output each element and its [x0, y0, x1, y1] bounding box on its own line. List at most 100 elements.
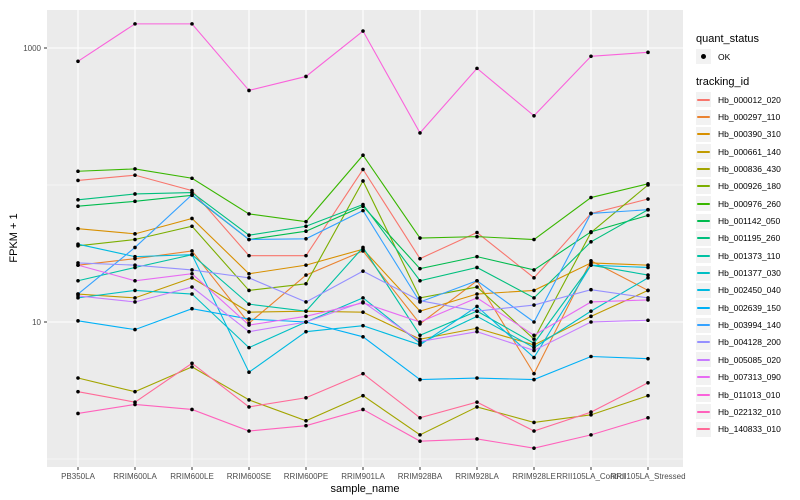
legend-item: Hb_000836_430 [696, 160, 800, 177]
data-point [589, 263, 593, 267]
legend-key-box [696, 144, 711, 160]
data-point [646, 318, 650, 323]
data-point [133, 296, 137, 300]
data-point [646, 276, 650, 280]
data-point [532, 333, 536, 338]
data-point [361, 153, 365, 158]
legend-item: Hb_022132_010 [696, 403, 800, 420]
legend-key-box [696, 92, 711, 108]
data-point [133, 167, 137, 171]
data-point [133, 300, 137, 304]
x-tick-label: RRIM600PE [284, 472, 328, 481]
y-axis-title: FPKM + 1 [8, 213, 20, 263]
x-tick-label: RRII105LA_Stressed [610, 472, 685, 481]
data-point [589, 300, 593, 304]
legend-item-label: Hb_022132_010 [718, 406, 781, 417]
legend-key-line [697, 306, 710, 309]
data-point [475, 296, 479, 300]
data-point [418, 266, 422, 271]
legend-key-box [696, 352, 711, 368]
legend-key-line [697, 324, 710, 327]
legend-key-box [696, 265, 711, 281]
y-tick-label: 10 [32, 318, 41, 327]
legend-key-line [697, 393, 710, 396]
data-point [532, 320, 536, 324]
legend-key-line [697, 272, 710, 275]
legend-key-line [697, 116, 710, 119]
data-point [646, 50, 650, 55]
data-point [532, 377, 536, 382]
data-point [646, 182, 650, 186]
data-point [304, 263, 308, 267]
data-point [589, 287, 593, 292]
data-point [190, 292, 194, 296]
data-point [532, 296, 536, 300]
legend-item: Hb_140833_010 [696, 421, 800, 438]
legend-key-line [697, 428, 710, 431]
data-point [76, 242, 80, 246]
legend-key-box [696, 230, 711, 246]
legend-item-label: Hb_000836_430 [718, 164, 781, 175]
data-point [247, 310, 251, 314]
data-point [418, 339, 422, 344]
data-point [418, 298, 422, 303]
data-point [361, 269, 365, 273]
data-point [304, 224, 308, 229]
legend-item: Hb_005085_020 [696, 351, 800, 368]
data-point [475, 376, 479, 380]
data-point [475, 405, 479, 409]
legend-item-label: Hb_001373_110 [718, 250, 781, 261]
legend-item-label: Hb_000926_180 [718, 181, 781, 192]
data-point [247, 253, 251, 258]
data-point [247, 345, 251, 350]
data-point [475, 326, 479, 331]
data-point [475, 278, 479, 283]
legend-key-box [696, 248, 711, 264]
data-point [361, 179, 365, 183]
legend-key-box [696, 404, 711, 420]
data-point [532, 345, 536, 350]
legend-title-quant-status: quant_status [696, 33, 759, 45]
data-point [532, 420, 536, 425]
data-point [532, 268, 536, 272]
legend-item-label: Hb_002450_040 [718, 285, 781, 296]
data-point [190, 192, 194, 197]
data-point [532, 288, 536, 293]
legend-item-label: Hb_003994_140 [718, 320, 781, 331]
legend-item-label: OK [718, 51, 731, 62]
data-point [190, 365, 194, 369]
data-point [361, 371, 365, 376]
data-point [190, 249, 194, 253]
data-point [361, 334, 365, 339]
data-point [532, 355, 536, 360]
data-point [361, 301, 365, 305]
legend-key-line [697, 341, 710, 344]
data-point [76, 278, 80, 283]
legend-key-line [697, 202, 710, 205]
data-point [589, 314, 593, 319]
data-point [247, 370, 251, 375]
legend-item: Hb_001195_260 [696, 230, 800, 247]
data-point [76, 197, 80, 202]
data-point [190, 276, 194, 280]
ok-point-icon [701, 54, 706, 59]
data-point [475, 292, 479, 296]
data-point [532, 113, 536, 118]
data-point [133, 173, 137, 177]
legend-item: Hb_002639_150 [696, 299, 800, 316]
data-point [304, 395, 308, 400]
legend-key-line [697, 168, 710, 171]
data-point [304, 74, 308, 79]
data-point [475, 437, 479, 441]
data-point [361, 310, 365, 314]
data-point [589, 354, 593, 359]
data-point [190, 176, 194, 181]
data-point [133, 192, 137, 196]
legend-item: Hb_001373_110 [696, 247, 800, 264]
legend-item: Hb_000297_110 [696, 108, 800, 125]
x-tick-label: RRII105LA_Control [556, 472, 626, 481]
legend-key-line [697, 220, 710, 223]
data-point [646, 288, 650, 293]
x-tick-label: RRIM600SE [227, 472, 271, 481]
data-point [646, 356, 650, 361]
